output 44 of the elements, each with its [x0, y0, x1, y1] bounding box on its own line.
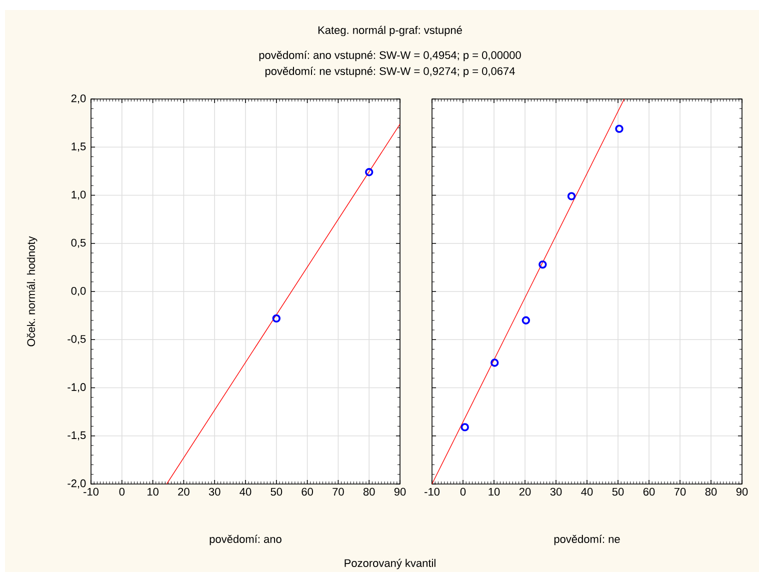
point	[522, 316, 530, 325]
point	[567, 192, 576, 200]
y-tick-label: 0,0	[71, 287, 86, 296]
x-tick-label: 10	[488, 488, 500, 496]
point	[538, 260, 547, 269]
y-axis-title: Oček. normál. hodnoty	[26, 236, 38, 346]
x-tick-label: 10	[148, 488, 158, 496]
x-tick-label: 30	[550, 488, 562, 496]
text: Pozorovaný kvantil	[344, 558, 436, 570]
x-axis-title: povědomí: ne	[554, 534, 620, 546]
x-tick-label: 20	[178, 488, 190, 496]
y-tick-label: -1,0	[68, 383, 86, 392]
x-tick-label: 50	[270, 488, 282, 496]
y-tick-label: 1,0	[72, 190, 86, 200]
x-tick-label: 50	[612, 488, 624, 496]
chart-subtitle: povědomí: ne vstupné: SW-W = 0,9274; p = 0,0674	[265, 66, 515, 78]
x-tick-label: 70	[674, 488, 686, 496]
x-tick-label: 40	[581, 488, 593, 496]
x-tick-label: 0	[119, 488, 125, 496]
x-tick-label: 60	[302, 488, 313, 496]
x-tick-label: 70	[332, 488, 344, 496]
point	[490, 358, 499, 367]
y-tick-label: 0,5	[71, 238, 86, 248]
y-tick-label: -0,5	[68, 335, 86, 344]
x-tick-label: 90	[736, 488, 748, 496]
x-tick-label: 40	[240, 488, 252, 496]
x-tick-label: 80	[705, 488, 717, 496]
y-tick-label: -1,5	[68, 431, 86, 440]
y-tick-label: 2,0	[71, 94, 86, 104]
x-tick-label: -10	[424, 488, 440, 496]
x-tick-label: 30	[208, 488, 220, 496]
chart-title: Kateg. normál p-graf: vstupné	[318, 26, 462, 36]
x-tick-label: 60	[643, 488, 655, 496]
x-tick-label: 80	[363, 488, 375, 496]
chart-subtitle: povědomí: ano vstupné: SW-W = 0,4954; p = 0,00000	[259, 50, 521, 62]
x-tick-label: 90	[394, 488, 406, 496]
point	[460, 423, 469, 432]
x-tick-label: 0	[460, 488, 466, 496]
x-axis-title: povědomí: ano	[210, 534, 282, 546]
y-tick-label: -2,0	[68, 480, 86, 489]
point	[615, 124, 624, 134]
x-tick-label: 20	[519, 488, 531, 496]
y-tick-label: 1,5	[72, 142, 86, 152]
x-tick-label: -10	[84, 488, 99, 496]
